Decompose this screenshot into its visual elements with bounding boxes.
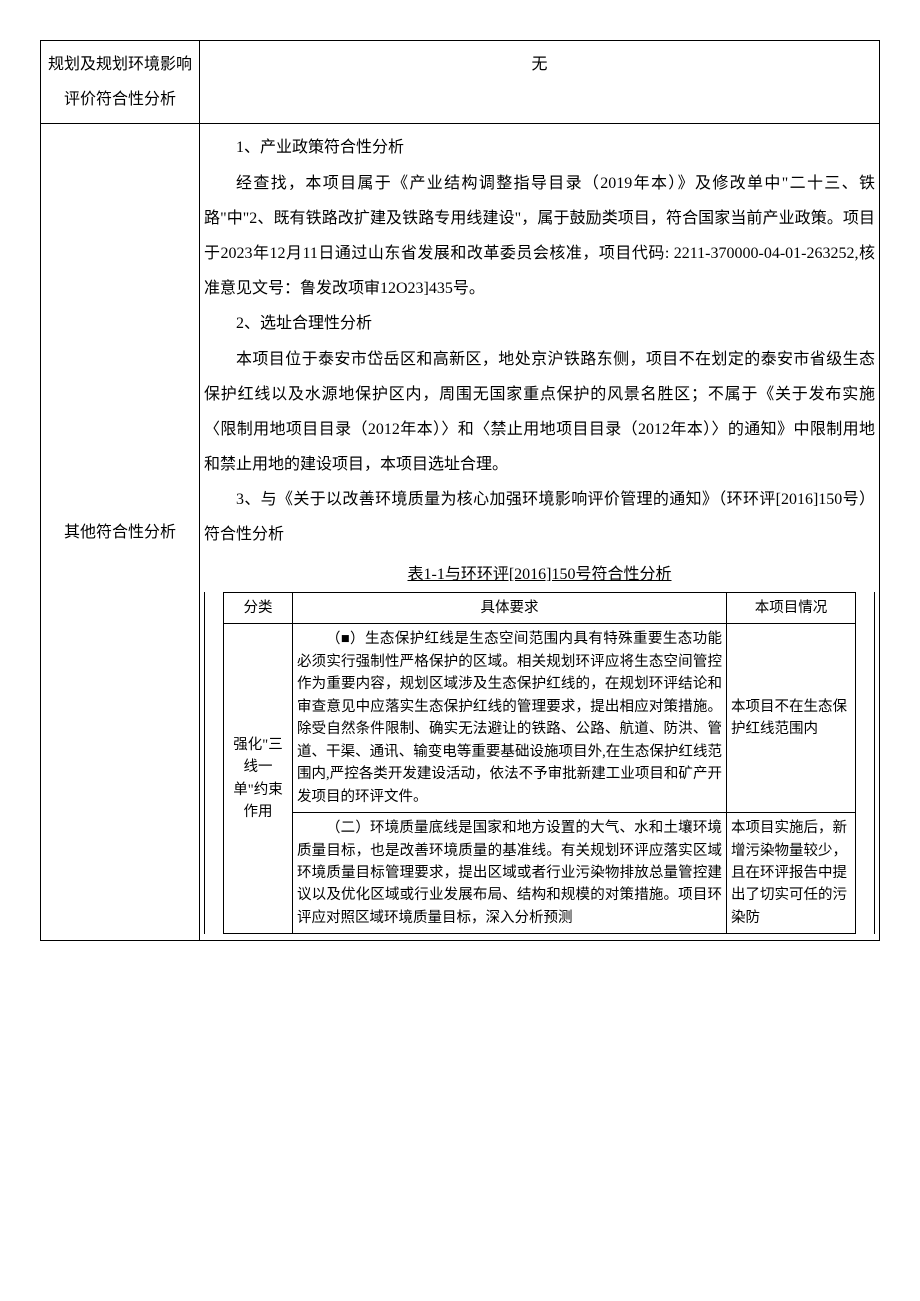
compliance-table: 分类 具体要求 本项目情况 强化"三线一单"约束作用 （■）生态保护红线是生态空… bbox=[204, 592, 875, 935]
table-row: 强化"三线一单"约束作用 （■）生态保护红线是生态空间范围内具有特殊重要生态功能… bbox=[205, 624, 875, 813]
section1-title: 1、产业政策符合性分析 bbox=[204, 130, 875, 165]
section3-title: 3、与《关于以改善环境质量为核心加强环境影响评价管理的通知》（环环评[2016]… bbox=[204, 482, 875, 552]
other-label: 其他符合性分析 bbox=[41, 124, 200, 941]
req1-text: （■）生态保护红线是生态空间范围内具有特殊重要生态功能必须实行强制性严格保护的区… bbox=[297, 628, 722, 808]
th-requirement: 具体要求 bbox=[293, 592, 727, 623]
other-body: 1、产业政策符合性分析 经查找，本项目属于《产业结构调整指导目录（2019年本）… bbox=[200, 124, 880, 941]
spacer bbox=[205, 592, 224, 623]
th-category: 分类 bbox=[224, 592, 293, 623]
td-status-1: 本项目不在生态保护红线范围内 bbox=[727, 624, 856, 813]
td-req-1: （■）生态保护红线是生态空间范围内具有特殊重要生态功能必须实行强制性严格保护的区… bbox=[293, 624, 727, 813]
planning-value: 无 bbox=[200, 41, 880, 124]
row-other: 其他符合性分析 1、产业政策符合性分析 经查找，本项目属于《产业结构调整指导目录… bbox=[41, 124, 880, 941]
main-table: 规划及规划环境影响评价符合性分析 无 其他符合性分析 1、产业政策符合性分析 经… bbox=[40, 40, 880, 941]
section2-p1: 本项目位于泰安市岱岳区和高新区，地处京沪铁路东侧，项目不在划定的泰安市省级生态保… bbox=[204, 342, 875, 483]
td-category: 强化"三线一单"约束作用 bbox=[224, 624, 293, 934]
section1-p1: 经查找，本项目属于《产业结构调整指导目录（2019年本）》及修改单中"二十三、铁… bbox=[204, 166, 875, 307]
req2-text: （二）环境质量底线是国家和地方设置的大气、水和土壤环境质量目标，也是改善环境质量… bbox=[297, 817, 722, 929]
section2-title: 2、选址合理性分析 bbox=[204, 306, 875, 341]
spacer bbox=[856, 624, 875, 934]
planning-label: 规划及规划环境影响评价符合性分析 bbox=[41, 41, 200, 124]
inner-table-caption: 表1-1与环环评[2016]150号符合性分析 bbox=[204, 557, 875, 592]
spacer bbox=[205, 624, 224, 934]
row-planning: 规划及规划环境影响评价符合性分析 无 bbox=[41, 41, 880, 124]
table-header-row: 分类 具体要求 本项目情况 bbox=[205, 592, 875, 623]
table-row: （二）环境质量底线是国家和地方设置的大气、水和土壤环境质量目标，也是改善环境质量… bbox=[205, 813, 875, 934]
th-status: 本项目情况 bbox=[727, 592, 856, 623]
spacer bbox=[856, 592, 875, 623]
td-status-2: 本项目实施后，新增污染物量较少，且在环评报告中提出了切实可任的污染防 bbox=[727, 813, 856, 934]
td-req-2: （二）环境质量底线是国家和地方设置的大气、水和土壤环境质量目标，也是改善环境质量… bbox=[293, 813, 727, 934]
